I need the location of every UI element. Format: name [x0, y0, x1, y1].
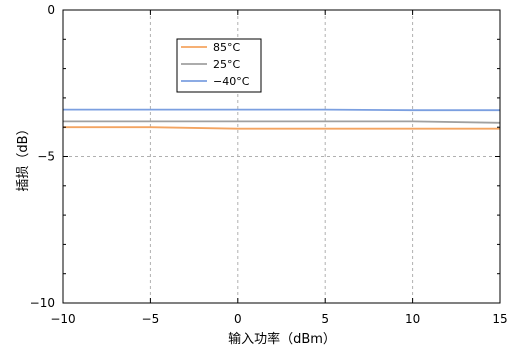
x-tick-labels: −10 −5 0 5 10 15 [50, 312, 507, 326]
x-tick-label: −5 [142, 312, 160, 326]
series-line-1 [63, 120, 501, 124]
x-tick-label: 15 [492, 312, 507, 326]
series-line-0 [63, 126, 500, 130]
legend-label-1: 25°C [213, 58, 240, 71]
y-tick-label: 0 [47, 3, 55, 17]
x-tick-label: −10 [50, 312, 75, 326]
y-tick-label: −10 [30, 296, 55, 310]
series-line-2 [63, 108, 500, 112]
x-tick-label: 5 [321, 312, 329, 326]
x-tick-label: 10 [405, 312, 420, 326]
tick-marks [62, 9, 501, 304]
y-tick-labels: −10 −5 0 [30, 3, 55, 310]
y-axis-label: 插损（dB） [16, 122, 31, 191]
x-axis-label: 输入功率（dBm） [228, 331, 336, 347]
x-tick-label: 0 [234, 312, 242, 326]
legend-label-2: −40°C [213, 75, 250, 88]
y-tick-label: −5 [37, 150, 55, 164]
legend-label-0: 85°C [213, 41, 240, 54]
series-lines [63, 108, 501, 130]
legend: 85°C 25°C −40°C [176, 38, 262, 93]
